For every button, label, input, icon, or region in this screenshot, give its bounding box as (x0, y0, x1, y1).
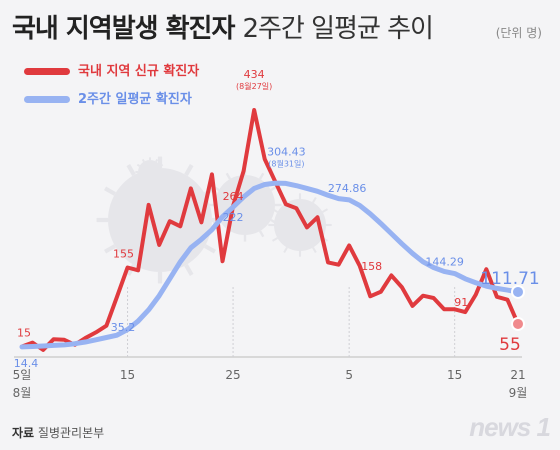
data-label: 434 (244, 68, 265, 81)
x-tick-month-label: 9월 (509, 386, 528, 400)
x-tick-label: 15 (447, 368, 462, 382)
endpoint-daily (511, 316, 525, 331)
title-bold: 국내 지역발생 확진자 (12, 14, 235, 44)
data-label: 55 (499, 335, 521, 355)
data-label: 274.86 (328, 182, 367, 195)
virus-icon (135, 157, 165, 187)
data-label: 91 (454, 296, 468, 309)
source-note: 자료 질병관리본부 (12, 424, 104, 441)
x-tick-label: 5 (345, 368, 353, 382)
unit-label: (단위 명) (495, 26, 542, 40)
x-tick-label: 15 (120, 368, 135, 382)
data-label: 264 (223, 190, 244, 203)
chart-title: 국내 지역발생 확진자 2주간 일평균 추이 (12, 8, 434, 45)
data-label: 14.4 (14, 357, 39, 370)
news1-logo: news 1 (469, 412, 551, 442)
x-tick-label: 5일 (13, 368, 32, 382)
data-label: 15 (17, 327, 31, 340)
data-label: 158 (361, 260, 382, 273)
source-label: 자료 (12, 426, 35, 440)
data-label: 304.43 (267, 146, 306, 159)
data-label: 144.29 (425, 256, 464, 269)
virus-icon (268, 193, 332, 257)
data-label-date: (8월27일) (236, 81, 272, 91)
data-label: 35.2 (111, 321, 136, 334)
x-tick-label: 25 (225, 368, 240, 382)
legend-item-daily: 국내 지역 신규 확진자 (24, 60, 199, 79)
legend-swatch-average (24, 96, 70, 103)
endpoint-average (511, 284, 525, 299)
title-light: 2주간 일평균 추이 (242, 14, 434, 44)
legend-item-average: 2주간 일평균 확진자 (24, 88, 192, 107)
legend-label-daily: 국내 지역 신규 확진자 (78, 64, 200, 79)
source-text: 질병관리본부 (37, 426, 105, 440)
legend-swatch-daily (24, 68, 70, 75)
data-label: 222 (223, 211, 244, 224)
series-line-daily (20, 108, 520, 352)
x-tick-label: 21 (510, 368, 525, 382)
data-label: 111.71 (480, 269, 539, 289)
x-tick-month-label: 8월 (13, 386, 32, 400)
series-line-average (19, 180, 521, 350)
legend-label-average: 2주간 일평균 확진자 (78, 92, 192, 107)
data-label-date: (8월31일) (268, 159, 304, 169)
data-label: 155 (113, 248, 134, 261)
